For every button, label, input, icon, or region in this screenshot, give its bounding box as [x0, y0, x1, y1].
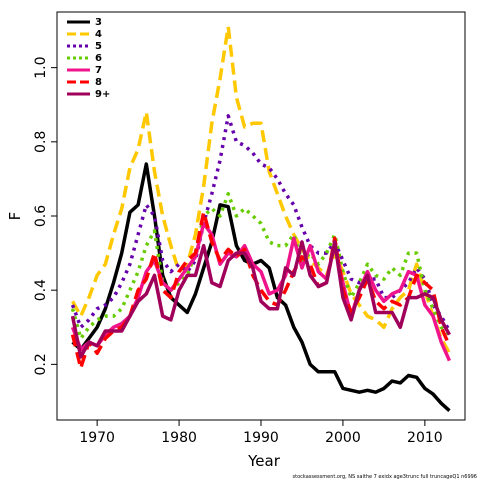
y-tick-label: 0.8	[33, 131, 49, 153]
legend-label: 9+	[95, 89, 110, 100]
legend-label: 6	[95, 53, 102, 64]
y-tick-label: 1.0	[33, 57, 49, 79]
plot-frame	[56, 11, 466, 421]
legend-label: 3	[95, 17, 102, 28]
y-tick-label: 0.6	[33, 205, 49, 227]
y-tick-label: 0.2	[33, 353, 49, 375]
x-tick-label: 2000	[325, 430, 361, 446]
y-axis-label: F	[6, 212, 24, 221]
x-tick-label: 1970	[79, 430, 115, 446]
y-tick-label: 0.4	[33, 279, 49, 301]
legend-label: 5	[95, 41, 102, 52]
x-axis-label: Year	[247, 452, 281, 470]
series-line	[70, 210, 452, 370]
series-line	[71, 162, 451, 413]
series-line	[70, 240, 451, 359]
legend-label: 4	[95, 29, 102, 40]
footnote: stockassessment.org, NS saithe 7 exidx a…	[293, 474, 477, 480]
series-line	[71, 25, 451, 355]
series-line	[70, 192, 451, 341]
x-tick-label: 1980	[161, 430, 197, 446]
legend-label: 7	[95, 65, 102, 76]
legend-label: 8	[95, 77, 102, 88]
x-tick-label: 1990	[243, 430, 279, 446]
x-tick-label: 2010	[407, 430, 443, 446]
